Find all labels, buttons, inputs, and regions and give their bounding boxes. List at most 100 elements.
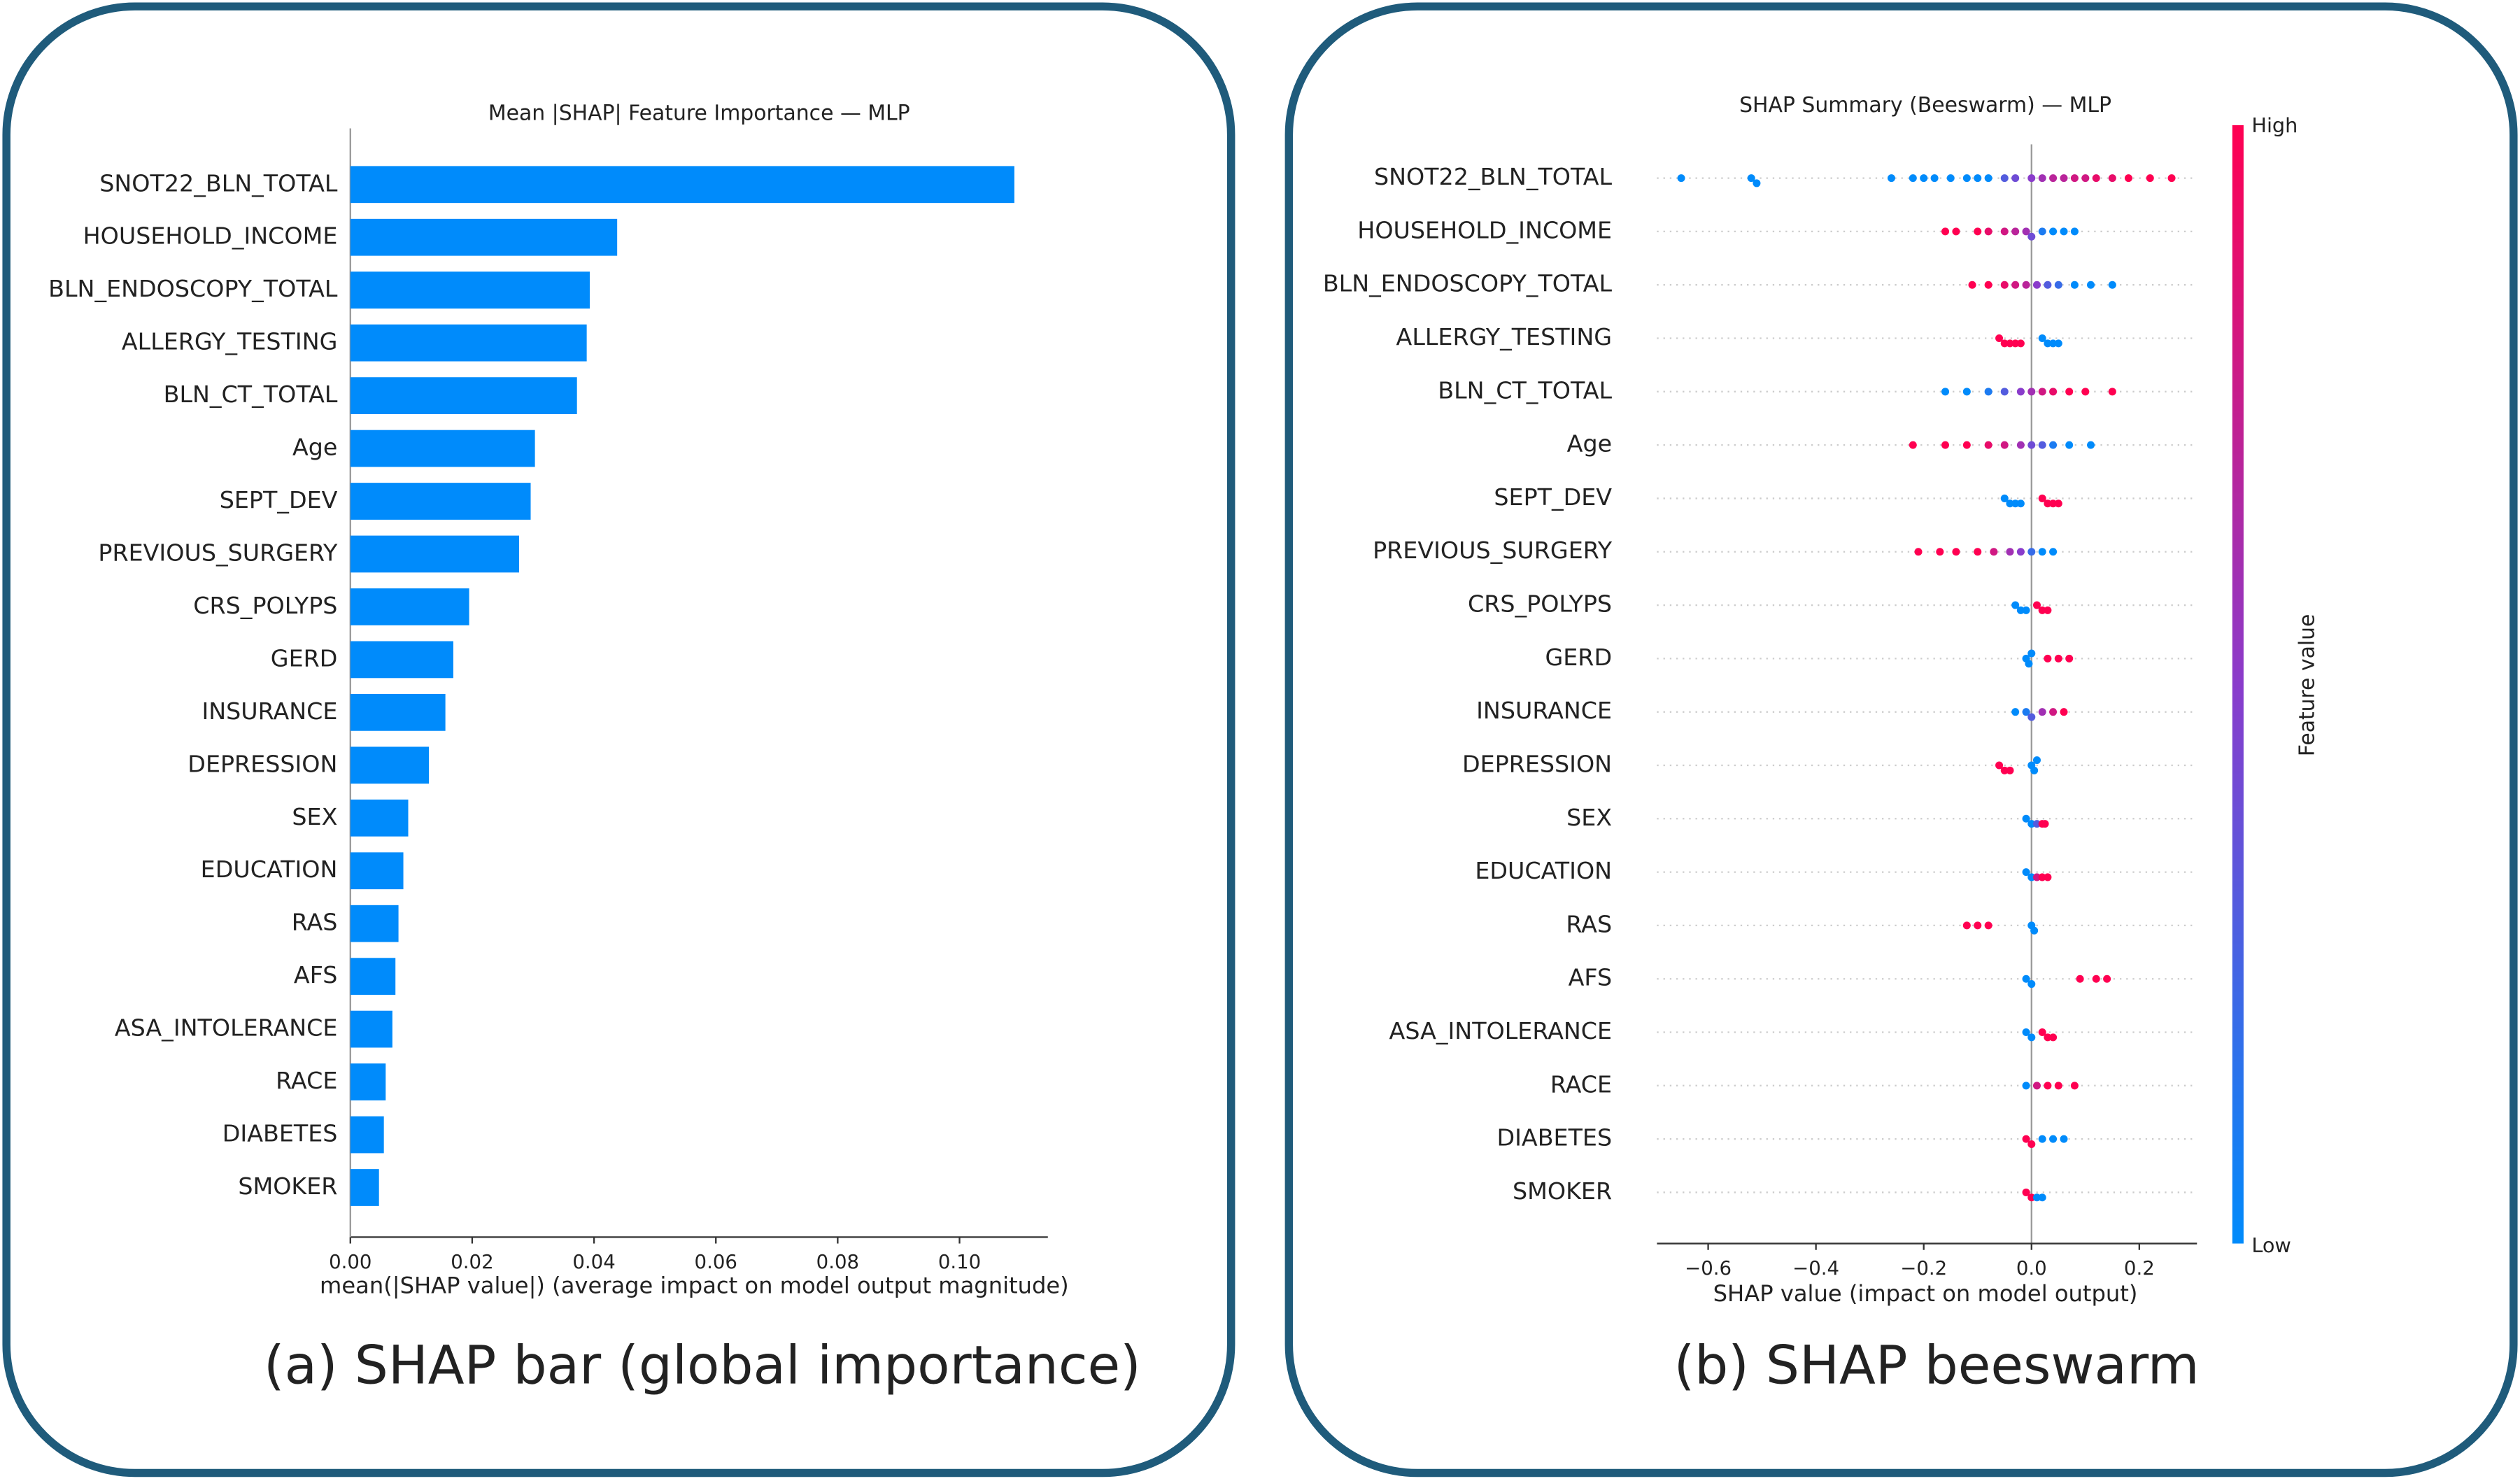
x-tick-label: −0.4 — [1792, 1257, 1839, 1280]
y-tick-label: DEPRESSION — [187, 750, 337, 777]
swarm-point — [1984, 388, 1992, 396]
bar — [350, 799, 409, 837]
swarm-point — [1930, 174, 1939, 183]
swarm-point — [2032, 756, 2041, 765]
swarm-point — [2022, 1188, 2030, 1196]
swarm-point — [2044, 654, 2052, 662]
swarm-point — [2032, 873, 2041, 881]
swarm-point — [2027, 548, 2036, 556]
bar — [350, 588, 469, 625]
swarm-point — [2038, 606, 2046, 614]
swarm-point — [2103, 975, 2111, 983]
y-tick-label: SEX — [292, 803, 337, 830]
swarm-point — [1984, 174, 1992, 183]
bar — [350, 535, 519, 573]
swarm-point — [2038, 1193, 2046, 1202]
swarm-point — [2070, 1082, 2079, 1090]
swarm-point — [2000, 339, 2009, 348]
bar — [350, 166, 1014, 204]
swarm-point — [2016, 606, 2025, 614]
swarm-point — [1941, 227, 1950, 236]
swarm-point — [2027, 820, 2036, 828]
swarm-point — [1914, 548, 1923, 556]
swarm-point — [2006, 548, 2014, 556]
swarm-point — [2044, 873, 2052, 881]
swarm-point — [2000, 227, 2009, 236]
swarm-point — [1984, 441, 1992, 449]
swarm-point — [2011, 174, 2020, 183]
swarm-point — [2027, 1033, 2036, 1042]
swarm-point — [2054, 499, 2062, 508]
swarm-point — [2016, 548, 2025, 556]
swarm-point — [2086, 441, 2095, 449]
y-tick-label: RAS — [1566, 910, 1612, 937]
x-tick-label: 0.0 — [2016, 1257, 2047, 1280]
swarm-point — [2081, 388, 2090, 396]
y-tick-label: SMOKER — [238, 1172, 337, 1200]
y-tick-label: DIABETES — [1496, 1124, 1612, 1152]
y-tick-label: SNOT22_BLN_TOTAL — [99, 169, 338, 197]
y-tick-label: DIABETES — [222, 1120, 338, 1147]
bar — [350, 693, 446, 731]
swarm-point — [1920, 174, 1928, 183]
x-tick-label: 0.00 — [329, 1251, 371, 1273]
y-tick-label: Age — [292, 434, 337, 461]
swarm-point — [2032, 601, 2041, 609]
swarm-point — [2167, 174, 2176, 183]
swarm-point — [2027, 1193, 2036, 1202]
swarm-point — [2006, 339, 2014, 348]
swarm-point — [2049, 388, 2058, 396]
bar — [350, 218, 618, 256]
swarm-point — [2025, 660, 2033, 668]
x-tick-label: −0.6 — [1685, 1257, 1732, 1280]
swarm-point — [2070, 227, 2079, 236]
swarm-point — [2076, 975, 2084, 983]
swarm-point — [2000, 281, 2009, 289]
swarm-point — [1962, 921, 1971, 930]
y-tick-label: GERD — [271, 644, 338, 672]
swarm-point — [2065, 441, 2074, 449]
y-tick-label: ALLERGY_TESTING — [122, 328, 338, 355]
bar — [350, 641, 453, 679]
swarm-point — [2032, 281, 2041, 289]
swarm-point — [2044, 606, 2052, 614]
swarm-point — [2065, 654, 2074, 662]
swarm-point — [2022, 814, 2030, 823]
swarm-point — [2032, 1193, 2041, 1202]
swarm-point — [1984, 227, 1992, 236]
swarm-point — [2146, 174, 2154, 183]
swarm-point — [2049, 1033, 2058, 1042]
swarm-point — [2108, 174, 2116, 183]
swarm-point — [2022, 281, 2030, 289]
swarm-point — [1941, 388, 1950, 396]
swarm-point — [2038, 548, 2046, 556]
panel-frame — [1284, 2, 2518, 1478]
swarm-point — [2049, 1135, 2058, 1143]
swarm-point — [1995, 761, 2004, 770]
swarm-point — [2054, 654, 2062, 662]
y-tick-label: SNOT22_BLN_TOTAL — [1374, 163, 1613, 190]
swarm-point — [2060, 227, 2068, 236]
swarm-point — [2038, 708, 2046, 716]
swarm-point — [2038, 873, 2046, 881]
caption: (b) SHAP beeswarm — [1674, 1334, 2200, 1396]
y-tick-label: CRS_POLYPS — [193, 592, 337, 619]
swarm-point — [2049, 441, 2058, 449]
swarm-point — [2054, 281, 2062, 289]
swarm-point — [1946, 174, 1955, 183]
bar — [350, 377, 577, 414]
swarm-point — [2011, 281, 2020, 289]
swarm-point — [2044, 281, 2052, 289]
y-tick-label: GERD — [1545, 644, 1612, 671]
swarm-point — [1974, 227, 1982, 236]
swarm-point — [2022, 1135, 2030, 1143]
swarm-point — [2032, 1082, 2041, 1090]
swarm-point — [2006, 499, 2014, 508]
swarm-point — [2092, 174, 2100, 183]
y-tick-label: AFS — [294, 961, 337, 988]
y-tick-label: ASA_INTOLERANCE — [1389, 1017, 1613, 1044]
swarm-point — [2022, 1082, 2030, 1090]
y-tick-label: SEPT_DEV — [220, 486, 338, 513]
swarm-point — [2038, 1135, 2046, 1143]
